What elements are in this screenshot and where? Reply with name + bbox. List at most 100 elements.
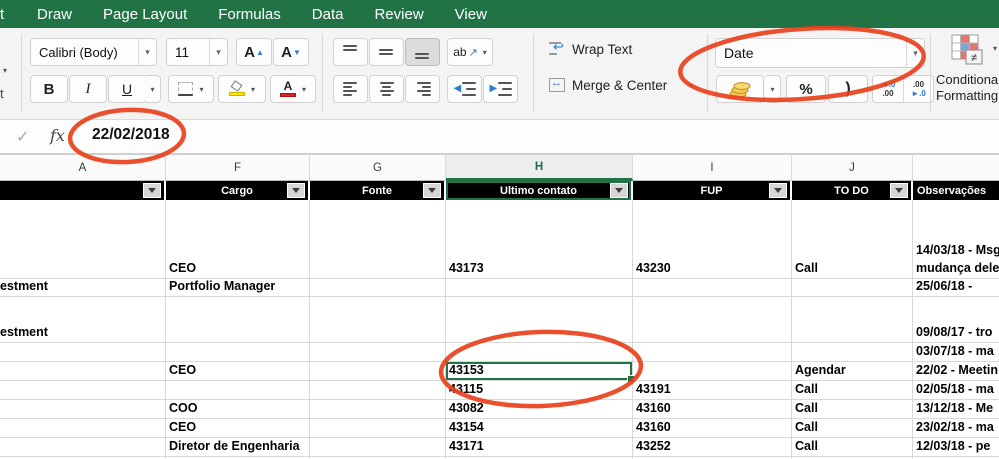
cell-h-row8[interactable]: 43154 <box>446 419 633 438</box>
cell-i-row2[interactable] <box>633 279 792 297</box>
cell-obs-row6[interactable]: 02/05/18 - ma <box>913 381 999 400</box>
cell-h-row10[interactable] <box>446 457 633 459</box>
cell-a-row10[interactable] <box>0 457 166 459</box>
decrease-font-size-button[interactable]: A ▼ <box>273 38 309 66</box>
borders-button[interactable]: ▾ <box>168 75 214 103</box>
cell-j-row2[interactable] <box>792 279 913 297</box>
cell-fonte-row6[interactable] <box>310 381 446 400</box>
cell-cargo-row10[interactable] <box>166 457 310 459</box>
cell-i-row7[interactable]: 43160 <box>633 400 792 419</box>
cell-cargo-row5[interactable]: CEO <box>166 362 310 381</box>
wrap-text-button[interactable]: Wrap Text <box>572 42 633 57</box>
italic-button[interactable]: I <box>69 75 107 103</box>
cell-i-row8[interactable]: 43160 <box>633 419 792 438</box>
dropdown-icon[interactable]: ▾ <box>906 39 924 67</box>
cell-cargo-row8[interactable]: CEO <box>166 419 310 438</box>
dropdown-icon[interactable]: ▾ <box>689 81 694 90</box>
dropdown-icon[interactable]: ▾ <box>482 47 487 57</box>
tab-page-layout[interactable]: Page Layout <box>103 5 188 23</box>
header-cell-j[interactable]: TO DO <box>792 181 913 200</box>
align-middle-button[interactable] <box>369 38 404 66</box>
cell-j-row1[interactable]: Call <box>792 200 913 279</box>
cell-obs-row5[interactable]: 22/02 - Meetin <box>913 362 999 381</box>
increase-indent-button[interactable]: ▶ <box>483 75 518 103</box>
cell-i-row3[interactable] <box>633 297 792 343</box>
cell-cargo-row4[interactable] <box>166 343 310 362</box>
cell-fonte-row5[interactable] <box>310 362 446 381</box>
dropdown-icon[interactable]: ▾ <box>199 84 204 94</box>
cell-a-row3[interactable]: estment <box>0 297 166 343</box>
paste-button-partial[interactable]: ▾ t <box>0 28 20 120</box>
cell-cargo-row6[interactable] <box>166 381 310 400</box>
cell-fonte-row2[interactable] <box>310 279 446 297</box>
align-left-button[interactable] <box>333 75 368 103</box>
column-letter-I[interactable]: I <box>633 155 792 181</box>
cell-a-row7[interactable] <box>0 400 166 419</box>
column-letter-F[interactable]: F <box>166 155 310 181</box>
cell-h-row9[interactable]: 43171 <box>446 438 633 457</box>
cell-cargo-row3[interactable] <box>166 297 310 343</box>
cell-obs-row9[interactable]: 12/03/18 - pe <box>913 438 999 457</box>
fx-icon[interactable]: fx <box>50 126 65 145</box>
cell-i-row6[interactable]: 43191 <box>633 381 792 400</box>
cell-h-row6[interactable]: 43115 <box>446 381 633 400</box>
formula-bar[interactable]: ✓ fx 22/02/2018 <box>0 120 999 155</box>
orientation-button[interactable]: ab ↗ ▾ <box>447 38 493 66</box>
cell-obs-row8[interactable]: 23/02/18 - ma <box>913 419 999 438</box>
fill-color-button[interactable]: ▾ <box>218 75 266 103</box>
cell-h-row5[interactable]: 43153 <box>446 362 635 383</box>
filter-icon[interactable] <box>287 183 305 198</box>
cell-i-row9[interactable]: 43252 <box>633 438 792 457</box>
cell-a-row8[interactable] <box>0 419 166 438</box>
font-name-combo[interactable]: Calibri (Body) ▾ <box>30 38 157 66</box>
cell-fonte-row9[interactable] <box>310 438 446 457</box>
comma-format-button[interactable]: ) <box>828 75 868 103</box>
cell-h-row7[interactable]: 43082 <box>446 400 633 419</box>
increase-font-size-button[interactable]: A ▲ <box>236 38 272 66</box>
cell-obs-row4[interactable]: 03/07/18 - ma <box>913 343 999 362</box>
cell-h-row4[interactable] <box>446 343 633 362</box>
cell-fonte-row7[interactable] <box>310 400 446 419</box>
align-right-button[interactable] <box>405 75 440 103</box>
cell-h-row1[interactable]: 43173 <box>446 200 633 279</box>
header-cell-i[interactable]: FUP <box>633 181 792 200</box>
currency-format-button[interactable] <box>716 75 764 103</box>
filter-icon[interactable] <box>143 183 161 198</box>
formula-bar-value[interactable]: 22/02/2018 <box>92 126 170 143</box>
cell-j-row5[interactable]: Agendar <box>792 362 913 381</box>
column-letter-G[interactable]: G <box>310 155 446 181</box>
cell-a-row5[interactable] <box>0 362 166 381</box>
header-cell-cargo[interactable]: Cargo <box>166 181 310 200</box>
currency-dropdown[interactable]: ▾ <box>765 75 781 103</box>
cell-j-row4[interactable] <box>792 343 913 362</box>
tab-view[interactable]: View <box>454 5 487 23</box>
cell-a-row9[interactable] <box>0 438 166 457</box>
bold-button[interactable]: B <box>30 75 68 103</box>
cell-cargo-row2[interactable]: Portfolio Manager <box>166 279 310 297</box>
conditional-formatting-button[interactable]: ≠ <box>950 34 984 66</box>
tab-partial-left[interactable]: t <box>0 5 5 23</box>
cell-obs-row3[interactable]: 09/08/17 - tro <box>913 297 999 343</box>
merge-center-button[interactable]: Merge & Center <box>572 78 668 93</box>
column-letter-J[interactable]: J <box>792 155 913 181</box>
cell-obs-row1[interactable]: 14/03/18 - Msg mudança dele <box>913 200 999 279</box>
cell-obs-row7[interactable]: 13/12/18 - Me <box>913 400 999 419</box>
tab-review[interactable]: Review <box>374 5 424 23</box>
filter-icon[interactable] <box>423 183 441 198</box>
cell-a-row4[interactable] <box>0 343 166 362</box>
cell-obs-row2[interactable]: 25/06/18 - <box>913 279 999 297</box>
percent-format-button[interactable]: % <box>786 75 826 103</box>
cell-j-row6[interactable]: Call <box>792 381 913 400</box>
filter-icon[interactable] <box>769 183 787 198</box>
underline-dropdown[interactable]: ▾ <box>145 75 161 103</box>
align-center-button[interactable] <box>369 75 404 103</box>
cell-j-row8[interactable]: Call <box>792 419 913 438</box>
cell-fonte-row4[interactable] <box>310 343 446 362</box>
cell-j-row3[interactable] <box>792 297 913 343</box>
align-bottom-button[interactable] <box>405 38 440 66</box>
cell-cargo-row1[interactable]: CEO <box>166 200 310 279</box>
cell-fonte-row8[interactable] <box>310 419 446 438</box>
tab-data[interactable]: Data <box>311 5 344 23</box>
decrease-indent-button[interactable]: ◀ <box>447 75 482 103</box>
underline-button[interactable]: U <box>108 75 146 103</box>
